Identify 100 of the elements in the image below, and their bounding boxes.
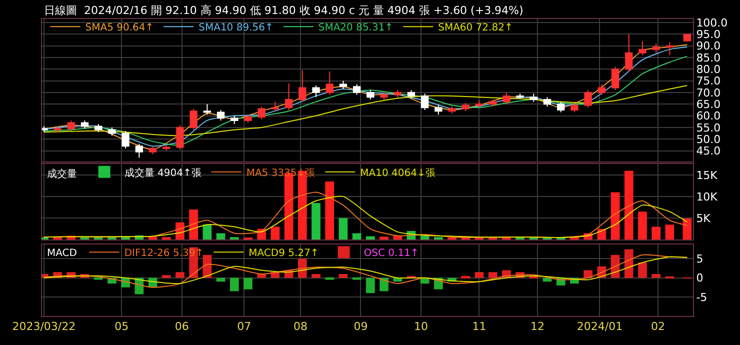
candlestick xyxy=(230,115,238,124)
bar xyxy=(202,224,212,240)
candlestick xyxy=(666,42,674,56)
candlestick xyxy=(54,126,62,133)
y-tick-label: 80.0 xyxy=(696,62,721,76)
x-tick-label: 05 xyxy=(114,320,129,334)
x-tick-label: 2023/03/22 xyxy=(12,320,76,334)
x-tick-label: 11 xyxy=(472,320,486,334)
y-tick-label: 75.0 xyxy=(696,74,721,88)
candlestick xyxy=(108,126,116,136)
candlestick xyxy=(380,92,388,100)
candlestick xyxy=(326,70,334,96)
candlestick xyxy=(312,84,320,98)
candlestick xyxy=(516,93,524,99)
bar xyxy=(189,209,198,240)
y-tick-label: 15K xyxy=(696,168,718,182)
y-tick-label: 45.0 xyxy=(696,144,721,158)
legend-label: MA10 4064↓張 xyxy=(360,168,436,179)
bar xyxy=(352,233,362,240)
bar xyxy=(665,224,674,240)
bar xyxy=(257,274,266,278)
candlestick xyxy=(543,96,552,107)
legend-label: SMA5 90.64↑ xyxy=(85,22,154,34)
y-tick-label: 95.0 xyxy=(696,28,721,42)
candlestick xyxy=(366,90,374,100)
candlestick xyxy=(122,130,130,149)
bar xyxy=(461,276,470,278)
candlestick xyxy=(475,100,484,108)
bar xyxy=(638,262,647,278)
candlestick xyxy=(203,104,212,116)
x-tick-label: 09 xyxy=(354,320,368,334)
candlestick xyxy=(352,84,361,96)
bar xyxy=(176,272,184,278)
candlestick xyxy=(434,104,442,116)
bar xyxy=(610,192,620,240)
bar xyxy=(638,212,647,240)
candlestick xyxy=(284,82,293,110)
x-tick-label: 2024/01 xyxy=(576,320,623,334)
y-tick-label: 100.0 xyxy=(696,16,728,30)
bar xyxy=(652,274,660,278)
candlestick xyxy=(530,93,538,102)
bar xyxy=(230,237,239,240)
candlestick xyxy=(683,34,691,42)
bar xyxy=(652,226,660,240)
candlestick xyxy=(176,124,184,150)
candlestick xyxy=(407,90,416,99)
y-tick-label: 55.0 xyxy=(696,121,721,134)
y-tick-label: 85.0 xyxy=(696,51,721,64)
text: 成交量 xyxy=(47,168,77,180)
y-tick-label: 60.0 xyxy=(696,110,721,123)
bar xyxy=(624,170,634,240)
bar xyxy=(434,237,443,240)
bar xyxy=(584,270,592,278)
legend-label: 成交量 4904↑張 xyxy=(124,166,202,179)
bar xyxy=(162,275,171,278)
x-tick-label: 02 xyxy=(651,320,666,334)
bar xyxy=(244,278,252,290)
candlestick xyxy=(80,120,89,130)
candlestick xyxy=(94,123,102,133)
candlestick xyxy=(190,108,198,130)
bar xyxy=(366,278,375,294)
bar xyxy=(325,181,334,240)
y-tick-label: -5 xyxy=(696,290,708,304)
bar xyxy=(366,236,375,240)
bar xyxy=(488,272,498,278)
bar xyxy=(624,249,634,278)
bar xyxy=(270,226,280,240)
bar xyxy=(230,278,239,292)
candlestick xyxy=(557,101,565,113)
candlestick xyxy=(652,42,660,54)
candlestick xyxy=(67,120,75,132)
y-tick-label: 0 xyxy=(696,272,704,285)
bar xyxy=(474,272,484,278)
bar xyxy=(380,278,388,292)
line-series xyxy=(43,84,688,136)
legend-label: MACD9 5.27↑ xyxy=(248,248,319,259)
candlestick xyxy=(298,70,306,102)
candlestick xyxy=(394,90,402,98)
x-tick-label: 12 xyxy=(530,320,545,334)
x-tick-label: 10 xyxy=(414,320,428,334)
y-tick-label: 70.0 xyxy=(696,86,721,100)
candlestick xyxy=(135,143,143,158)
candlestick xyxy=(258,106,266,120)
candlestick xyxy=(570,102,578,113)
bar xyxy=(682,218,692,240)
candlestick xyxy=(638,40,646,56)
candlestick xyxy=(448,106,456,114)
candlestick xyxy=(271,101,280,112)
y-tick-label: 90.0 xyxy=(696,40,721,53)
y-tick-label: 10K xyxy=(696,190,718,204)
legend-label: SMA10 89.56↑ xyxy=(198,22,274,34)
bar xyxy=(312,203,320,240)
candlestick xyxy=(420,93,429,110)
candlestick xyxy=(148,146,157,155)
legend-label: SMA60 72.82↑ xyxy=(438,22,513,34)
bar xyxy=(312,274,320,278)
legend-label: OSC 0.11↑ xyxy=(364,248,419,259)
bar xyxy=(216,233,226,240)
candlestick xyxy=(462,102,470,112)
y-tick-label: 65.0 xyxy=(696,98,721,111)
